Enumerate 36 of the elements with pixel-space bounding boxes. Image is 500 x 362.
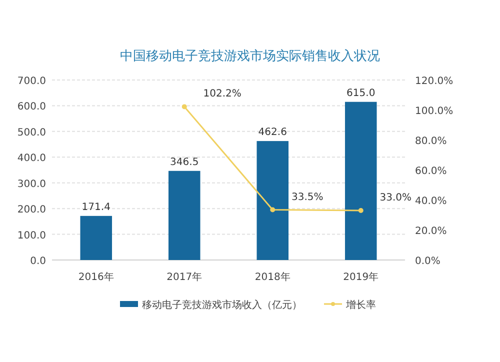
y-tick-label: 300.0	[17, 178, 46, 190]
bar	[344, 102, 377, 260]
data-label: 171.4	[82, 202, 110, 213]
bar	[168, 170, 200, 260]
x-tick-label: 2017年	[166, 271, 202, 283]
legend-label: 增长率	[345, 299, 376, 311]
y-tick-label: 600.0	[17, 102, 46, 113]
y2-tick-label: 100.0%	[415, 106, 454, 117]
point	[358, 208, 364, 213]
y-tick-label: 0.0	[30, 256, 46, 267]
bar	[80, 216, 112, 260]
data-label: 33.0%	[380, 192, 412, 204]
y-tick-label: 100.0	[17, 230, 46, 242]
bar	[256, 141, 289, 260]
data-label: 615.0	[346, 88, 376, 99]
y2-tick-label: 0.0%	[415, 256, 440, 267]
y2-tick-label: 120.0%	[415, 76, 454, 87]
y2-tick-label: 20.0%	[415, 226, 447, 237]
y-tick-label: 500.0	[17, 127, 46, 138]
point	[182, 104, 187, 110]
y2-tick-label: 40.0%	[415, 196, 447, 207]
y2-tick-label: 80.0%	[415, 136, 447, 147]
data-label: 462.6	[258, 127, 287, 138]
x-tick-label: 2018年	[254, 271, 290, 283]
y-tick-label: 400.0	[17, 153, 46, 164]
data-label: 33.5%	[292, 192, 324, 203]
data-label: 102.2%	[203, 88, 242, 100]
y-tick-label: 700.0	[17, 76, 46, 87]
legend-label: 移动电子竞技游戏市场收入（亿元）	[142, 299, 302, 311]
x-tick-label: 2019年	[343, 271, 379, 283]
x-tick-label: 2016年	[78, 271, 114, 283]
chart-title: 中国移动电子竞技游戏市场实际销售收入状况	[120, 49, 380, 64]
y-tick-label: 200.0	[17, 204, 46, 216]
point	[270, 207, 276, 212]
data-label: 346.5	[170, 156, 199, 168]
y2-tick-label: 60.0%	[415, 166, 447, 177]
